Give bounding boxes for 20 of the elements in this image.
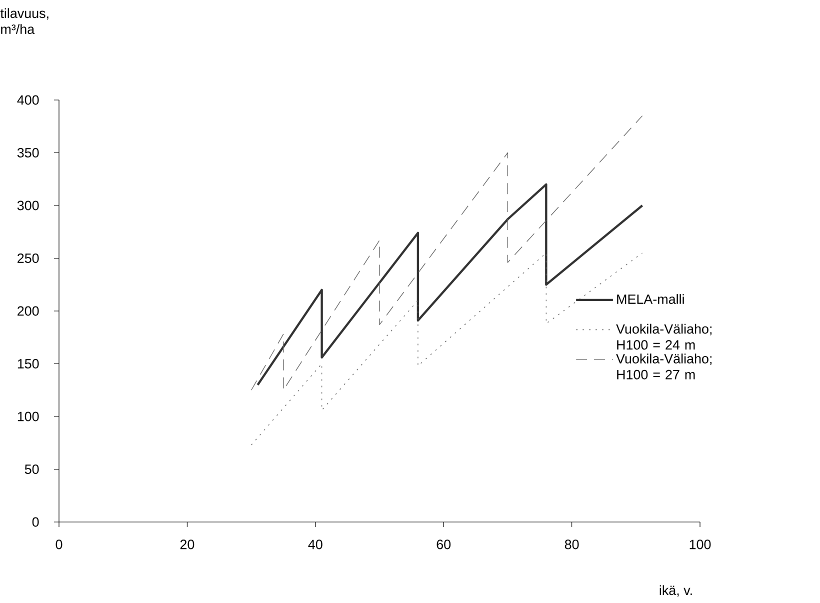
y-tick-label: 350 <box>17 148 39 158</box>
y-tick-label: 300 <box>17 200 39 210</box>
legend-label: MELA-malli <box>617 294 684 304</box>
legend-label: Vuokila-Väliaho; H100 = 27 m <box>616 354 712 380</box>
y-tick-label: 400 <box>17 95 39 105</box>
y-tick-label: 150 <box>18 358 39 369</box>
y-tick-label: 50 <box>24 464 39 474</box>
y-axis-title: tilavuus, m³/ha <box>0 8 48 34</box>
x-tick-label: 60 <box>436 540 451 550</box>
y-tick-label: 250 <box>18 253 39 264</box>
x-tick-label: 40 <box>308 540 322 550</box>
y-tick-label: 100 <box>18 412 39 422</box>
x-tick-label: 80 <box>564 540 579 550</box>
x-tick-label: 20 <box>180 540 194 550</box>
y-tick-label: 0 <box>32 517 39 527</box>
x-tick-label: 100 <box>690 540 711 550</box>
x-tick-label: 0 <box>56 540 62 550</box>
x-axis-title: ikä, v. <box>660 585 692 597</box>
legend-label: Vuokila-Väliaho; H100 = 24 m <box>616 324 712 350</box>
y-tick-label: 200 <box>18 306 39 316</box>
